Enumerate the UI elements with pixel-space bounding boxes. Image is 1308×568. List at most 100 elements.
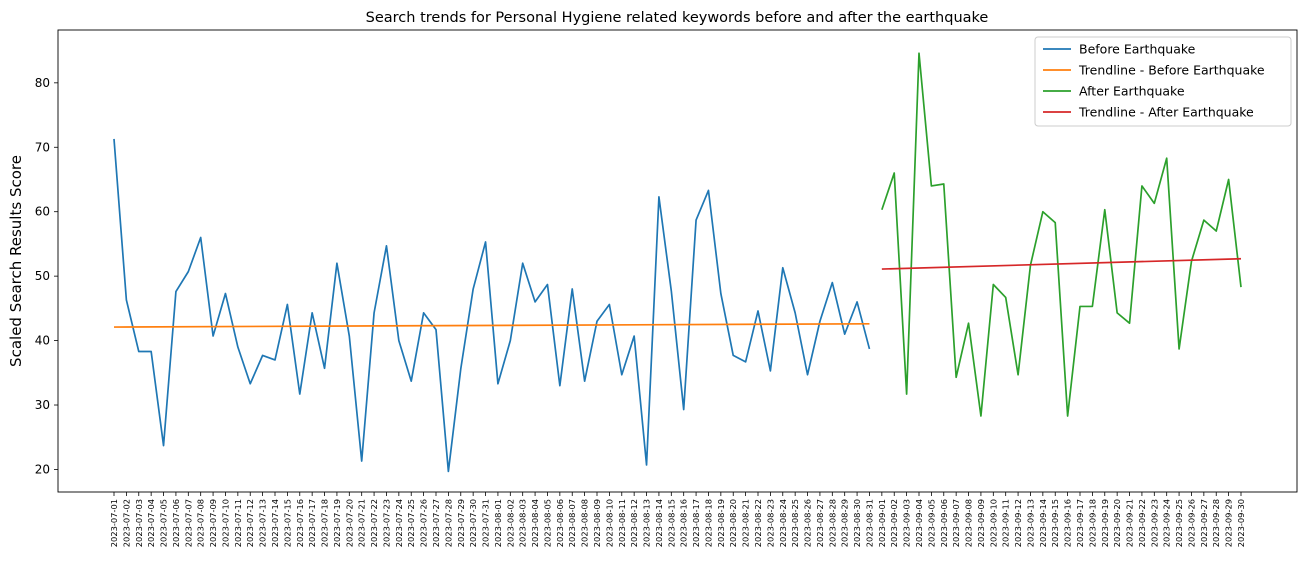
y-axis-label: Scaled Search Results Score — [7, 155, 25, 367]
x-tick-label: 2023-07-18 — [320, 499, 330, 547]
x-tick-label: 2023-08-17 — [691, 499, 701, 547]
x-tick-label: 2023-08-26 — [803, 499, 813, 547]
x-tick-label: 2023-07-19 — [332, 499, 342, 547]
x-tick-label: 2023-09-11 — [1001, 499, 1011, 547]
x-tick-label: 2023-07-31 — [481, 499, 491, 547]
x-tick-label: 2023-09-13 — [1025, 499, 1035, 547]
x-tick-label: 2023-08-04 — [530, 499, 540, 547]
plot-frame — [57, 29, 1298, 493]
x-tick-label: 2023-09-06 — [939, 499, 949, 547]
legend: Before Earthquake Trendline - Before Eart… — [1034, 36, 1292, 127]
x-tick-label: 2023-08-20 — [728, 499, 738, 547]
x-tick-label: 2023-09-22 — [1137, 499, 1147, 547]
x-tick-label: 2023-08-25 — [790, 499, 800, 547]
x-tick-label: 2023-08-19 — [716, 499, 726, 547]
x-tick-label: 2023-07-15 — [282, 499, 292, 547]
x-tick-label: 2023-07-24 — [394, 499, 404, 547]
x-tick-label: 2023-09-26 — [1186, 499, 1196, 547]
x-tick-label: 2023-09-10 — [988, 499, 998, 547]
x-tick-label: 2023-07-17 — [307, 499, 317, 547]
x-tick-label: 2023-07-16 — [295, 499, 305, 547]
x-tick-label: 2023-08-13 — [642, 499, 652, 547]
x-tick-label: 2023-07-03 — [134, 499, 144, 547]
x-tick-label: 2023-07-08 — [196, 499, 206, 547]
x-tick-label: 2023-09-27 — [1199, 499, 1209, 547]
x-tick-label: 2023-07-25 — [406, 499, 416, 547]
x-tick-label: 2023-07-27 — [431, 499, 441, 547]
x-tick-label: 2023-08-29 — [840, 499, 850, 547]
x-tick-label: 2023-07-23 — [381, 499, 391, 547]
x-tick-label: 2023-09-03 — [902, 499, 912, 547]
x-tick-label: 2023-08-28 — [827, 499, 837, 547]
x-tick-label: 2023-08-06 — [555, 499, 565, 547]
x-tick-label: 2023-07-29 — [456, 499, 466, 547]
x-tick-label: 2023-09-28 — [1211, 499, 1221, 547]
x-tick-label: 2023-08-09 — [592, 499, 602, 547]
y-tick-label: 80 — [35, 76, 50, 90]
x-tick-label: 2023-07-06 — [171, 499, 181, 547]
x-tick-label: 2023-09-17 — [1075, 499, 1085, 547]
x-tick-label: 2023-08-11 — [617, 499, 627, 547]
x-tick-label: 2023-08-30 — [852, 499, 862, 547]
x-tick-label: 2023-09-15 — [1050, 499, 1060, 547]
legend-entry: After Earthquake — [1079, 84, 1185, 99]
x-tick-label: 2023-09-14 — [1038, 499, 1048, 547]
x-tick-label: 2023-08-22 — [753, 499, 763, 547]
x-tick-label: 2023-07-12 — [245, 499, 255, 547]
x-tick-label: 2023-08-23 — [765, 499, 775, 547]
series-line-2 — [113, 322, 870, 328]
x-tick-label: 2023-09-30 — [1236, 499, 1246, 547]
y-tick-label: 60 — [35, 205, 50, 219]
x-tick-label: 2023-07-13 — [258, 499, 268, 547]
chart-title: Search trends for Personal Hygiene relat… — [366, 10, 989, 26]
x-tick-label: 2023-08-27 — [815, 499, 825, 547]
x-tick-label: 2023-09-29 — [1224, 499, 1234, 547]
x-tick-label: 2023-07-21 — [357, 499, 367, 547]
x-tick-label: 2023-08-21 — [741, 499, 751, 547]
x-tick-label: 2023-09-16 — [1063, 499, 1073, 547]
x-tick-label: 2023-08-10 — [604, 499, 614, 547]
x-tick-label: 2023-07-02 — [121, 499, 131, 547]
x-tick-label: 2023-08-07 — [567, 499, 577, 547]
legend-entry: Trendline - Before Earthquake — [1078, 63, 1265, 78]
x-tick-label: 2023-07-11 — [233, 499, 243, 547]
x-tick-label: 2023-08-12 — [629, 499, 639, 547]
x-tick-label: 2023-09-19 — [1100, 499, 1110, 547]
x-tick-label: 2023-07-05 — [159, 499, 169, 547]
x-tick-label: 2023-09-21 — [1125, 499, 1135, 547]
x-tick-label: 2023-08-01 — [493, 499, 503, 547]
x-tick-label: 2023-09-12 — [1013, 499, 1023, 547]
x-tick-label: 2023-07-26 — [419, 499, 429, 547]
x-tick-label: 2023-09-24 — [1162, 499, 1172, 547]
x-tick-label: 2023-08-03 — [518, 499, 528, 547]
series-line-4 — [881, 257, 1242, 270]
y-tick-label: 70 — [35, 140, 50, 154]
y-tick-label: 20 — [35, 462, 50, 476]
x-tick-label: 2023-09-20 — [1112, 499, 1122, 547]
x-tick-label: 2023-07-04 — [146, 499, 156, 547]
x-tick-label: 2023-08-24 — [778, 499, 788, 547]
series-line-3 — [881, 52, 1242, 417]
x-tick-label: 2023-07-30 — [468, 499, 478, 547]
x-tick-label: 2023-09-05 — [926, 499, 936, 547]
x-tick-label: 2023-07-28 — [443, 499, 453, 547]
x-tick-label: 2023-09-08 — [964, 499, 974, 547]
x-tick-label: 2023-09-25 — [1174, 499, 1184, 547]
x-tick-label: 2023-09-02 — [889, 499, 899, 547]
x-tick-label: 2023-07-07 — [183, 499, 193, 547]
x-tick-label: 2023-07-14 — [270, 499, 280, 547]
legend-box — [1034, 36, 1292, 127]
y-tick-label: 50 — [35, 269, 50, 283]
series-line-1 — [113, 138, 871, 473]
x-tick-label: 2023-08-15 — [666, 499, 676, 547]
x-tick-label: 2023-08-16 — [679, 499, 689, 547]
x-tick-label: 2023-08-31 — [864, 499, 874, 547]
series-layer — [113, 52, 1242, 473]
x-tick-label: 2023-09-23 — [1149, 499, 1159, 547]
y-tick-label: 40 — [35, 334, 50, 348]
x-tick-label: 2023-07-20 — [344, 499, 354, 547]
x-tick-label: 2023-09-07 — [951, 499, 961, 547]
x-tick-label: 2023-07-09 — [208, 499, 218, 547]
x-tick-label: 2023-07-22 — [369, 499, 379, 547]
